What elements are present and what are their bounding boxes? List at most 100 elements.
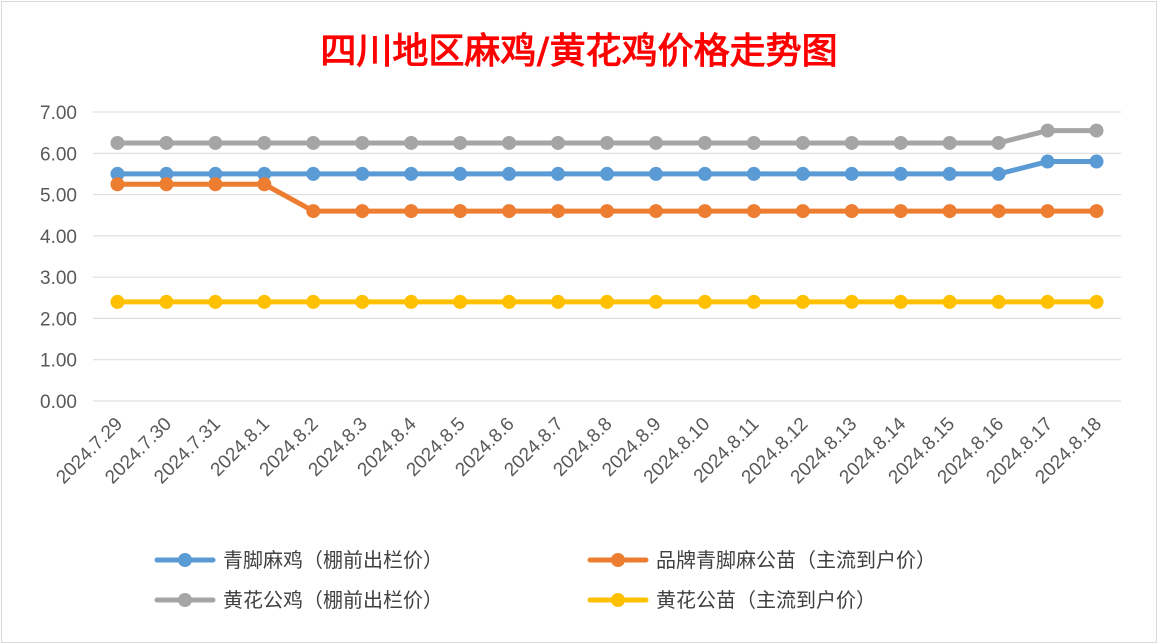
data-point bbox=[159, 135, 174, 150]
data-point bbox=[893, 166, 908, 181]
data-point bbox=[942, 166, 957, 181]
y-tick-label: 0.00 bbox=[40, 392, 77, 413]
data-point bbox=[502, 166, 517, 181]
data-point bbox=[942, 204, 957, 219]
data-point bbox=[1040, 123, 1055, 138]
data-point bbox=[257, 177, 272, 192]
data-point bbox=[306, 294, 321, 309]
data-point bbox=[355, 166, 370, 181]
data-point bbox=[991, 135, 1006, 150]
data-point bbox=[1089, 123, 1104, 138]
data-point bbox=[110, 177, 125, 192]
data-point bbox=[893, 135, 908, 150]
data-point bbox=[697, 294, 712, 309]
data-point bbox=[844, 204, 859, 219]
data-point bbox=[502, 135, 517, 150]
legend-label: 品牌青脚麻公苗（主流到户价） bbox=[656, 548, 936, 572]
legend-label: 黄花公鸡（棚前出栏价） bbox=[223, 588, 443, 612]
data-point bbox=[648, 135, 663, 150]
data-point bbox=[795, 204, 810, 219]
data-point bbox=[942, 135, 957, 150]
y-tick-label: 3.00 bbox=[40, 268, 77, 289]
data-point bbox=[697, 135, 712, 150]
data-point bbox=[1040, 294, 1055, 309]
data-point bbox=[746, 135, 761, 150]
data-point bbox=[551, 294, 566, 309]
y-tick-label: 1.00 bbox=[40, 351, 77, 372]
data-point bbox=[648, 204, 663, 219]
y-tick-label: 5.00 bbox=[40, 186, 77, 207]
data-point bbox=[746, 294, 761, 309]
data-point bbox=[453, 135, 468, 150]
data-point bbox=[1089, 204, 1104, 219]
data-point bbox=[697, 166, 712, 181]
data-point bbox=[600, 135, 614, 150]
data-point bbox=[600, 294, 614, 309]
data-point bbox=[551, 166, 566, 181]
data-point bbox=[110, 135, 125, 150]
legend-label: 青脚麻鸡（棚前出栏价） bbox=[223, 548, 443, 572]
data-point bbox=[208, 135, 223, 150]
data-point bbox=[795, 294, 810, 309]
data-point bbox=[159, 294, 174, 309]
data-point bbox=[893, 294, 908, 309]
data-point bbox=[893, 204, 908, 219]
data-point bbox=[404, 166, 419, 181]
data-point bbox=[551, 135, 566, 150]
data-point bbox=[1040, 154, 1055, 169]
data-point bbox=[453, 294, 468, 309]
data-point bbox=[795, 166, 810, 181]
legend-label: 黄花公苗（主流到户价） bbox=[656, 588, 876, 612]
y-tick-label: 4.00 bbox=[40, 227, 77, 248]
data-point bbox=[159, 166, 174, 181]
data-point bbox=[648, 294, 663, 309]
data-point bbox=[257, 135, 272, 150]
data-point bbox=[991, 166, 1006, 181]
data-point bbox=[844, 294, 859, 309]
data-point bbox=[453, 204, 468, 219]
data-point bbox=[1089, 154, 1104, 169]
data-point bbox=[306, 204, 321, 219]
data-point bbox=[648, 166, 663, 181]
y-tick-label: 6.00 bbox=[40, 144, 77, 165]
data-point bbox=[795, 135, 810, 150]
data-point bbox=[159, 177, 174, 192]
data-point bbox=[404, 294, 419, 309]
legend-swatch-marker bbox=[611, 593, 625, 607]
legend-swatch-marker bbox=[611, 553, 625, 567]
data-point bbox=[551, 204, 566, 219]
data-point bbox=[110, 166, 125, 181]
data-point bbox=[991, 204, 1006, 219]
data-point bbox=[257, 166, 272, 181]
chart-title: 四川地区麻鸡/黄花鸡价格走势图 bbox=[320, 30, 838, 72]
y-tick-label: 7.00 bbox=[40, 103, 77, 124]
data-point bbox=[306, 166, 321, 181]
data-point bbox=[746, 166, 761, 181]
data-point bbox=[404, 204, 419, 219]
data-point bbox=[746, 204, 761, 219]
data-point bbox=[1089, 294, 1104, 309]
data-point bbox=[942, 294, 957, 309]
data-point bbox=[991, 294, 1006, 309]
data-point bbox=[502, 204, 517, 219]
data-point bbox=[208, 177, 223, 192]
legend-swatch-marker bbox=[178, 593, 192, 607]
y-tick-label: 2.00 bbox=[40, 309, 77, 330]
data-point bbox=[257, 294, 272, 309]
data-point bbox=[208, 166, 223, 181]
data-point bbox=[844, 135, 859, 150]
data-point bbox=[502, 294, 517, 309]
legend-swatch-marker bbox=[178, 553, 192, 567]
data-point bbox=[600, 204, 614, 219]
data-point bbox=[404, 135, 419, 150]
data-point bbox=[844, 166, 859, 181]
data-point bbox=[1040, 204, 1055, 219]
data-point bbox=[110, 294, 125, 309]
data-point bbox=[600, 166, 614, 181]
data-point bbox=[453, 166, 468, 181]
data-point bbox=[697, 204, 712, 219]
data-point bbox=[355, 204, 370, 219]
data-point bbox=[355, 294, 370, 309]
